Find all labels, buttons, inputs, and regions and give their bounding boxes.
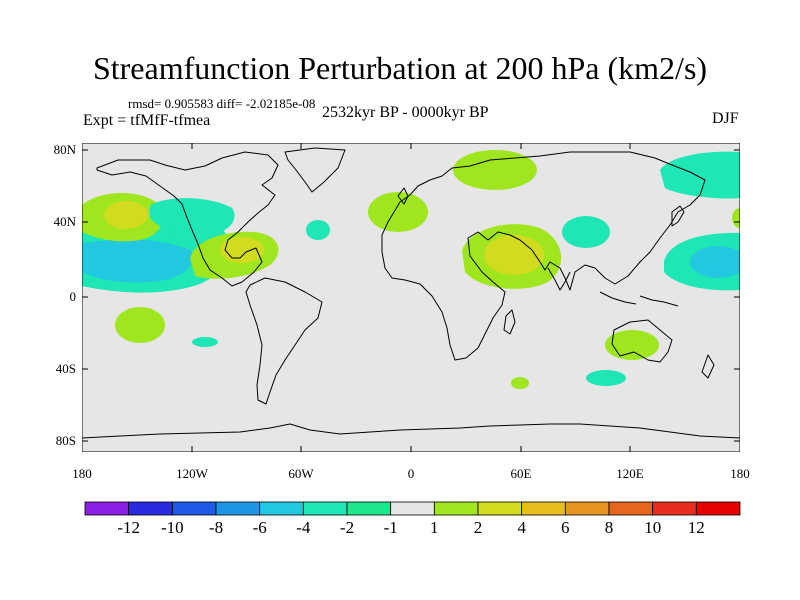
colorbar-label: -1 bbox=[383, 518, 398, 537]
anomaly-south-pacific-small bbox=[192, 337, 218, 347]
period-label: 2532kyr BP - 0000kyr BP bbox=[322, 104, 489, 121]
anomaly-north-america-west bbox=[150, 198, 235, 237]
lon-tick-label: 0 bbox=[407, 466, 415, 481]
lat-tick-label: 80S bbox=[55, 433, 76, 448]
coast-madagascar bbox=[503, 309, 516, 335]
colorbar-label: 4 bbox=[517, 518, 526, 537]
axis-ticks bbox=[82, 143, 740, 452]
colorbar-swatch bbox=[608, 501, 654, 516]
lat-tick-label: 0 bbox=[69, 289, 77, 304]
anomaly-south-indian bbox=[511, 370, 626, 389]
colorbar-label: -4 bbox=[296, 518, 311, 537]
map-background bbox=[82, 143, 740, 452]
colorbar-label: 2 bbox=[473, 518, 483, 537]
coast-britain bbox=[397, 187, 409, 205]
map-title: Streamfunction Perturbation at 200 hPa (… bbox=[92, 50, 708, 86]
coast-new-zealand bbox=[701, 354, 715, 379]
coast-antarctica bbox=[82, 423, 740, 439]
colorbar-swatch bbox=[259, 501, 304, 516]
colorbar-swatch bbox=[652, 501, 697, 516]
map-panel bbox=[82, 143, 740, 452]
colorbar-label: 8 bbox=[604, 518, 614, 537]
colorbar-swatch bbox=[521, 501, 566, 516]
colorbar-swatch bbox=[564, 501, 610, 516]
anomaly-dateline-east bbox=[732, 208, 740, 228]
colorbar-label: -2 bbox=[339, 518, 355, 537]
colorbar-swatch bbox=[477, 501, 523, 516]
colorbar-label: -12 bbox=[117, 518, 141, 537]
colorbar-swatch bbox=[433, 501, 479, 516]
colorbar-swatch bbox=[390, 501, 435, 516]
lon-tick-label: 60W bbox=[288, 466, 314, 481]
colorbar-label: -10 bbox=[160, 518, 184, 537]
lon-tick-label: 120E bbox=[616, 466, 644, 481]
colorbar-swatch bbox=[346, 501, 392, 516]
coast-india bbox=[547, 267, 571, 291]
season-label: DJF bbox=[712, 110, 739, 127]
anomaly-europe bbox=[368, 192, 428, 232]
stats-text: rmsd= 0.905583 diff= -2.02185e-08 bbox=[128, 96, 316, 111]
coast-south-america bbox=[245, 277, 323, 405]
colorbar-label: 6 bbox=[561, 518, 570, 537]
coast-indonesia bbox=[599, 291, 679, 307]
colorbar-label: -6 bbox=[252, 518, 267, 537]
colorbar-swatch bbox=[215, 501, 261, 516]
lon-tick-label: 180 bbox=[730, 466, 750, 481]
colorbar bbox=[84, 501, 741, 516]
coast-australia bbox=[611, 319, 673, 363]
colorbar-swatch bbox=[128, 501, 173, 516]
lon-tick-label: 120W bbox=[176, 466, 208, 481]
anomaly-australia bbox=[605, 330, 659, 360]
anomaly-middle-east bbox=[462, 224, 562, 289]
anomaly-west-pacific bbox=[664, 232, 740, 291]
coast-north-america bbox=[96, 151, 279, 287]
lat-tick-label: 40S bbox=[55, 361, 76, 376]
anomaly-north-pacific-dipole-north bbox=[82, 192, 164, 242]
anomaly-arctic-pacific bbox=[660, 151, 740, 199]
experiment-label: Expt = tfMfF-tfmea bbox=[83, 112, 211, 129]
anomaly-east-europe-north bbox=[453, 150, 537, 190]
colorbar-label: -8 bbox=[208, 518, 224, 537]
lon-tick-label: 180 bbox=[72, 466, 92, 481]
coast-japan bbox=[671, 205, 685, 227]
lat-tick-label: 40N bbox=[53, 214, 76, 229]
anomaly-south-pacific bbox=[115, 307, 165, 343]
lon-tick-label: 60E bbox=[510, 466, 532, 481]
colorbar-label: 1 bbox=[430, 518, 439, 537]
lat-tick-label: 80N bbox=[53, 142, 76, 157]
colorbar-swatch bbox=[695, 501, 741, 516]
anomaly-central-asia bbox=[562, 216, 610, 248]
colorbar-label: 12 bbox=[687, 518, 705, 537]
colorbar-swatch bbox=[84, 501, 130, 516]
anomaly-atlantic-small bbox=[306, 220, 330, 240]
colorbar-swatch bbox=[302, 501, 348, 516]
coastlines bbox=[82, 147, 740, 439]
coast-greenland bbox=[284, 147, 346, 193]
coast-eurasia-africa bbox=[381, 151, 706, 361]
colorbar-swatch bbox=[171, 501, 217, 516]
colorbar-label: 10 bbox=[644, 518, 662, 537]
